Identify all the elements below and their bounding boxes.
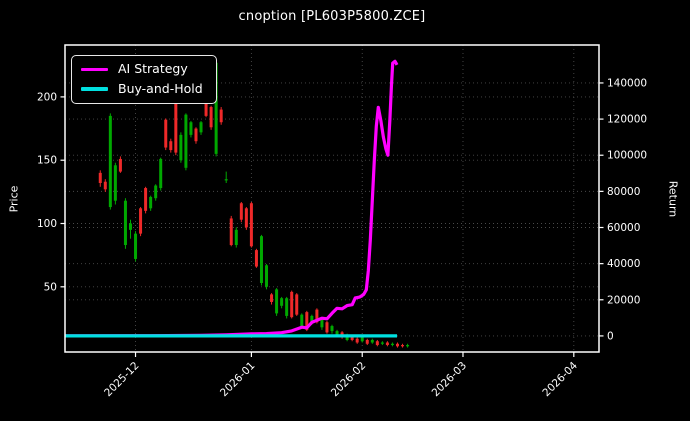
svg-text:40000: 40000 [607, 258, 640, 270]
svg-text:2026-02: 2026-02 [329, 360, 369, 400]
legend-item-buy-and-hold: Buy-and-Hold [81, 80, 203, 96]
plot-spines [64, 44, 600, 353]
svg-text:60000: 60000 [607, 222, 640, 234]
legend-item-ai-strategy: AI Strategy [81, 61, 203, 76]
svg-text:2026-04: 2026-04 [540, 359, 580, 399]
svg-text:50: 50 [44, 281, 57, 293]
svg-text:20000: 20000 [607, 294, 640, 306]
svg-text:100000: 100000 [607, 150, 647, 162]
legend-label: Buy-and-Hold [118, 80, 203, 96]
candlesticks [98, 61, 410, 348]
legend: AI Strategy Buy-and-Hold [71, 55, 217, 104]
axis-tick-labels: 50 100 150 200 0 20000 40000 60000 80000 100000 12… [37, 77, 647, 399]
svg-text:0: 0 [607, 330, 614, 342]
chart-title: cnoption [PL603P5800.ZCE] [238, 9, 426, 24]
ai-strategy-line-swatch [81, 67, 108, 71]
svg-text:2026-01: 2026-01 [218, 360, 258, 400]
svg-text:200: 200 [37, 91, 57, 103]
svg-text:120000: 120000 [607, 114, 647, 126]
legend-label: AI Strategy [118, 61, 188, 76]
strategy-lines [64, 59, 399, 338]
svg-text:150: 150 [37, 155, 57, 167]
svg-text:2026-03: 2026-03 [430, 360, 470, 400]
svg-text:140000: 140000 [607, 77, 647, 89]
svg-text:100: 100 [37, 218, 57, 230]
axis-tick-marks [60, 82, 604, 357]
svg-text:80000: 80000 [607, 186, 640, 198]
svg-text:2025-12: 2025-12 [102, 360, 142, 400]
buy-and-hold-line-swatch [81, 87, 108, 91]
